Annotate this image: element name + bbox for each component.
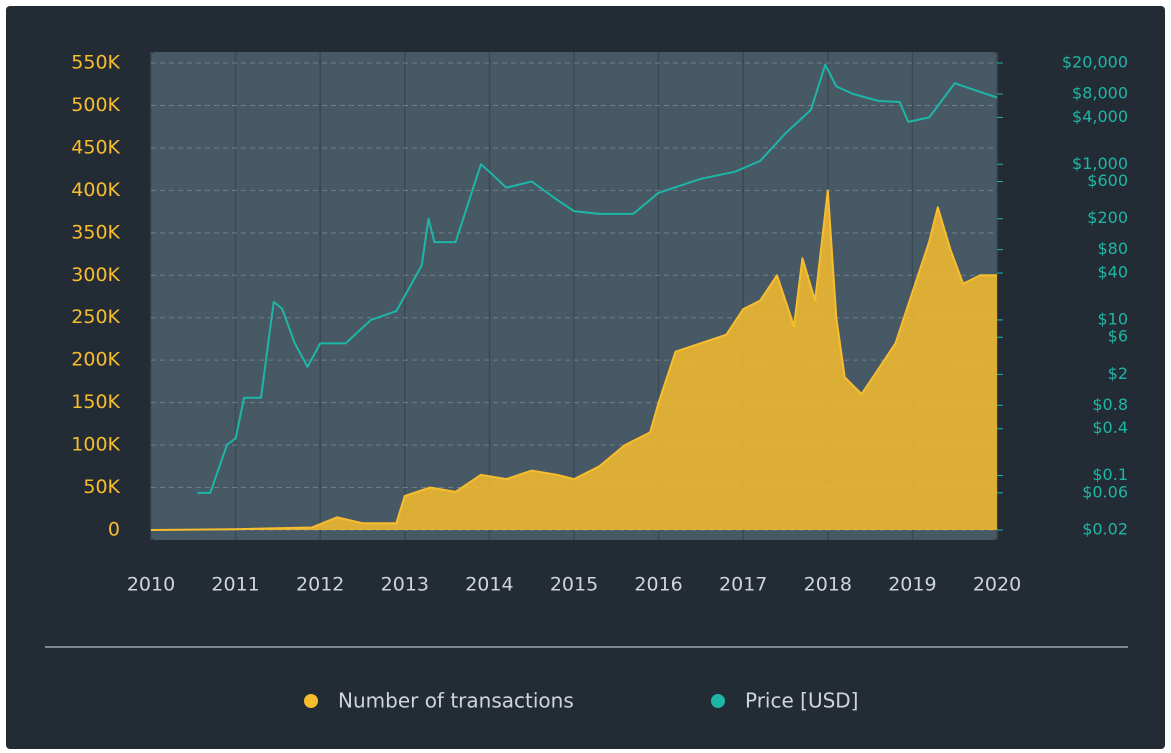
x-tick-label: 2014 (465, 574, 513, 596)
y2-tick-label: $600 (1087, 171, 1128, 190)
area (151, 190, 997, 530)
y2-tick-label: $0.06 (1082, 482, 1128, 501)
series-line (197, 63, 998, 494)
y2-tick-label: $1,000 (1072, 154, 1128, 173)
x-tick-label: 2018 (804, 574, 852, 596)
y2-tick-label: $0.4 (1092, 418, 1128, 437)
x-tick-label: 2020 (973, 574, 1021, 596)
series-line (150, 189, 997, 531)
y2-tick-label: $0.8 (1092, 395, 1128, 414)
y2-tick-label: $6 (1108, 327, 1128, 346)
y-tick-label: 200K (71, 349, 120, 371)
x-tick-label: 2012 (296, 574, 344, 596)
x-tick-label: 2016 (634, 574, 682, 596)
y-tick-label: 350K (71, 221, 120, 243)
y-tick-label: 0 (108, 519, 120, 541)
y2-tick-label: $80 (1097, 239, 1128, 258)
legend-marker (304, 694, 318, 708)
y2-tick-label: $40 (1097, 263, 1128, 282)
x-tick-label: 2019 (888, 574, 936, 596)
x-tick-label: 2011 (211, 574, 259, 596)
x-tick-label: 2015 (550, 574, 598, 596)
y-tick-label: 150K (71, 391, 120, 413)
y-tick-label: 400K (71, 179, 120, 201)
y-tick-label: 300K (71, 264, 120, 286)
x-tick-label: 2013 (381, 574, 429, 596)
y-tick-label: 450K (71, 136, 120, 158)
legend-label: Price [USD] (745, 689, 859, 713)
legend-marker (711, 694, 725, 708)
y2-tick-label: $20,000 (1062, 53, 1128, 72)
y2-tick-label: $2 (1108, 364, 1128, 383)
y-tick-label: 50K (83, 476, 120, 498)
y2-tick-label: $200 (1087, 208, 1128, 227)
y2-tick-label: $0.1 (1092, 465, 1128, 484)
y-tick-label: 550K (71, 52, 120, 74)
x-tick-label: 2017 (719, 574, 767, 596)
y2-tick-label: $0.02 (1082, 520, 1128, 539)
y2-tick-label: $4,000 (1072, 107, 1128, 126)
y2-tick-label: $10 (1097, 309, 1128, 328)
legend-label: Number of transactions (338, 689, 574, 713)
y2-tick-label: $8,000 (1072, 83, 1128, 102)
y-tick-label: 100K (71, 434, 120, 456)
x-tick-label: 2010 (127, 574, 175, 596)
y-tick-label: 250K (71, 306, 120, 328)
y-tick-label: 500K (71, 94, 120, 116)
